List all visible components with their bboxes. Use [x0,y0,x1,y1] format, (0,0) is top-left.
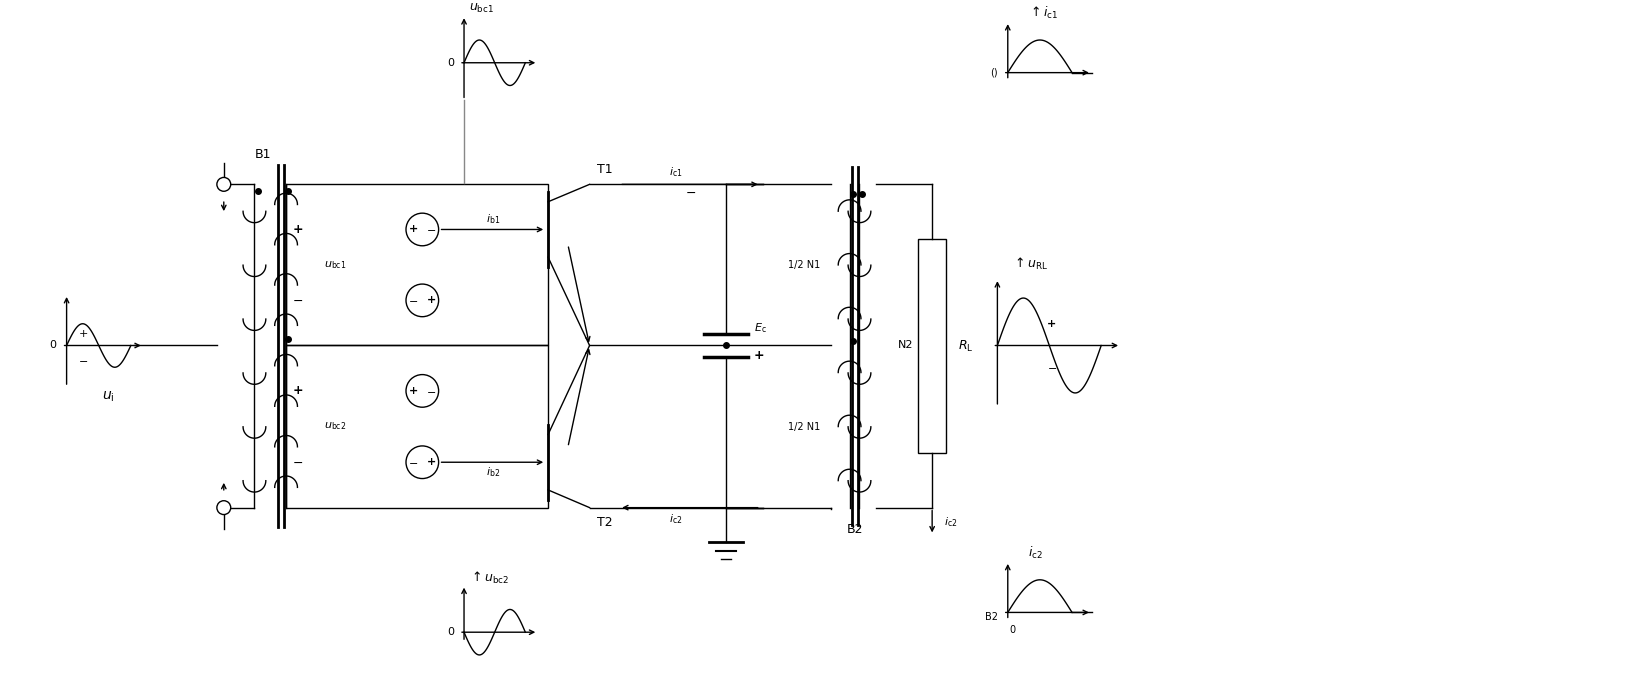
Text: $\uparrow i_{\rm c1}$: $\uparrow i_{\rm c1}$ [1028,5,1057,21]
Circle shape [406,446,438,479]
Text: $-$: $-$ [427,225,437,234]
Text: $-$: $-$ [427,386,437,396]
Text: +: + [1047,319,1056,329]
Text: T1: T1 [598,163,613,176]
Text: $i_{\rm b2}$: $i_{\rm b2}$ [485,465,500,479]
Text: B2: B2 [986,612,999,623]
Text: B1: B1 [256,148,272,161]
Circle shape [217,177,231,191]
Text: 0: 0 [446,627,454,637]
Text: $i_{\rm c1}$: $i_{\rm c1}$ [670,166,683,179]
Text: 1/2 N1: 1/2 N1 [788,421,819,432]
Text: 0: 0 [50,340,57,351]
Text: (): () [990,68,999,77]
Text: $\uparrow u_{\rm bc2}$: $\uparrow u_{\rm bc2}$ [469,570,510,586]
Bar [287,184,547,345]
Text: $-$: $-$ [686,186,696,199]
Text: +: + [409,225,419,234]
Text: $i_{\rm c2}$: $i_{\rm c2}$ [1028,545,1043,561]
Text: 1/2 N1: 1/2 N1 [788,260,819,270]
Text: $\uparrow u_{\rm RL}$: $\uparrow u_{\rm RL}$ [1012,256,1049,273]
Text: $-$: $-$ [409,457,419,467]
Text: 0: 0 [446,58,454,68]
Text: +: + [293,384,303,397]
Text: 0: 0 [1010,625,1016,635]
Text: +: + [754,349,764,362]
Text: $E_{\rm c}$: $E_{\rm c}$ [754,321,767,334]
Text: $-$: $-$ [292,294,303,307]
Text: $u_{\rm bc2}$: $u_{\rm bc2}$ [324,421,347,432]
Text: $-$: $-$ [409,295,419,306]
Circle shape [406,375,438,407]
Circle shape [406,213,438,246]
Text: $u_{\rm i}$: $u_{\rm i}$ [103,390,114,404]
Circle shape [406,284,438,316]
Circle shape [217,501,231,514]
Text: $R_{\rm L}$: $R_{\rm L}$ [958,338,974,353]
Text: $i_{\rm b1}$: $i_{\rm b1}$ [485,212,500,227]
Text: +: + [409,386,419,396]
Text: +: + [78,329,88,338]
Text: $u_{\rm bc1}$: $u_{\rm bc1}$ [469,2,494,15]
Text: +: + [427,457,437,467]
Bar [919,239,946,453]
Text: $u_{\rm bc1}$: $u_{\rm bc1}$ [324,259,347,271]
Text: $i_{\rm c2}$: $i_{\rm c2}$ [670,512,683,526]
Text: N2: N2 [898,340,914,351]
Text: +: + [293,223,303,236]
Text: $-$: $-$ [78,356,88,365]
Text: $-$: $-$ [1047,362,1057,372]
Text: B2: B2 [847,523,863,536]
Text: T2: T2 [598,516,613,529]
Text: $-$: $-$ [292,456,303,469]
Text: +: + [427,295,437,306]
Text: $i_{\rm c2}$: $i_{\rm c2}$ [945,516,958,530]
Bar [287,345,547,508]
